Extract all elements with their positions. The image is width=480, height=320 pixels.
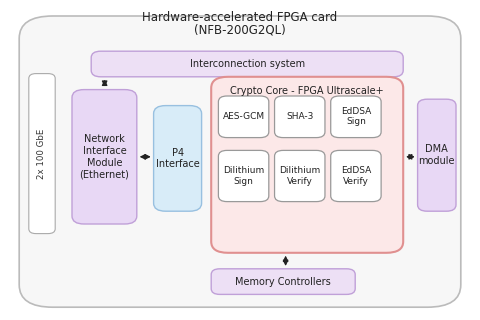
FancyBboxPatch shape: [275, 96, 325, 138]
Text: (NFB-200G2QL): (NFB-200G2QL): [194, 24, 286, 37]
FancyBboxPatch shape: [19, 16, 461, 307]
Text: 2x 100 GbE: 2x 100 GbE: [37, 128, 47, 179]
Text: AES-GCM: AES-GCM: [223, 112, 264, 121]
Text: SHA-3: SHA-3: [286, 112, 313, 121]
FancyBboxPatch shape: [331, 150, 381, 202]
Text: Dilithium
Sign: Dilithium Sign: [223, 166, 264, 186]
FancyBboxPatch shape: [211, 269, 355, 294]
FancyBboxPatch shape: [72, 90, 137, 224]
Text: Memory Controllers: Memory Controllers: [235, 276, 331, 287]
Text: Network
Interface
Module
(Ethernet): Network Interface Module (Ethernet): [80, 134, 129, 179]
Text: DMA
module: DMA module: [419, 144, 455, 166]
FancyBboxPatch shape: [218, 96, 269, 138]
FancyBboxPatch shape: [275, 150, 325, 202]
FancyBboxPatch shape: [331, 96, 381, 138]
FancyBboxPatch shape: [418, 99, 456, 211]
Text: Dilithium
Verify: Dilithium Verify: [279, 166, 320, 186]
Text: P4
Interface: P4 Interface: [156, 148, 200, 169]
Text: EdDSA
Verify: EdDSA Verify: [341, 166, 371, 186]
Text: Hardware-accelerated FPGA card: Hardware-accelerated FPGA card: [143, 11, 337, 24]
FancyBboxPatch shape: [29, 74, 55, 234]
FancyBboxPatch shape: [218, 150, 269, 202]
FancyBboxPatch shape: [211, 77, 403, 253]
FancyBboxPatch shape: [91, 51, 403, 77]
Text: EdDSA
Sign: EdDSA Sign: [341, 107, 371, 126]
Text: Interconnection system: Interconnection system: [190, 59, 305, 69]
FancyBboxPatch shape: [154, 106, 202, 211]
Text: Crypto Core - FPGA Ultrascale+: Crypto Core - FPGA Ultrascale+: [230, 86, 384, 96]
